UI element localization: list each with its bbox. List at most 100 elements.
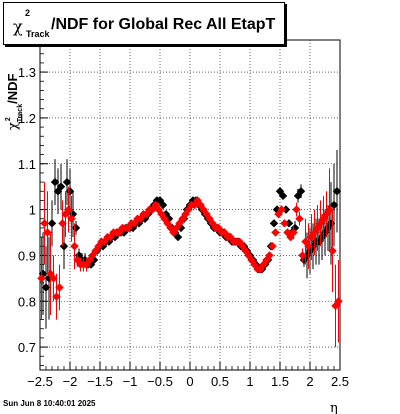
x-tick-label: −2: [63, 374, 78, 389]
data-point-black: [281, 205, 291, 214]
data-point-red: [70, 242, 79, 251]
data-point-black: [53, 187, 63, 196]
data-point-black: [326, 219, 336, 228]
data-point-black: [308, 242, 318, 251]
data-point-red: [52, 292, 61, 301]
data-point-red: [205, 214, 214, 223]
x-tick-label: 2.5: [331, 374, 349, 389]
data-point-black: [278, 191, 288, 201]
y-tick-label: 1.3: [18, 65, 36, 80]
data-point-red: [241, 246, 250, 256]
x-tick-label: 1.5: [271, 374, 289, 389]
data-point-red: [265, 251, 274, 260]
data-point-red: [196, 200, 205, 210]
data-point-black: [284, 219, 294, 228]
data-point-red: [199, 205, 208, 214]
data-point-black: [89, 255, 99, 265]
y-tick-label: 1: [29, 203, 36, 218]
title-text: /NDF for Global Rec All EtapT: [51, 16, 276, 33]
data-point-red: [64, 205, 73, 214]
x-tick-label: 1: [246, 374, 253, 389]
data-point-black: [332, 187, 342, 196]
axes: −2.5 −2 −1.5 −1 −0.5 0 0.5 1 1.5 2 2.5 0.7 0.8 0.9 1 1.…: [18, 44, 349, 389]
y-tick-label: 0.8: [18, 294, 36, 309]
y-tick-label: 0.9: [18, 248, 36, 263]
data-point-red: [49, 274, 58, 283]
x-tick-label: −2.5: [27, 374, 53, 389]
data-point-black: [269, 219, 279, 228]
data-point-red: [151, 200, 160, 210]
data-point-black: [173, 232, 183, 242]
data-point-black: [65, 187, 75, 196]
data-point-red: [37, 274, 46, 283]
data-point-red: [328, 246, 337, 256]
title-superscript: 2: [25, 8, 31, 18]
data-point-red: [208, 219, 217, 228]
data-point-red: [325, 205, 334, 214]
y-axis-label: χ2 Track/NDF: [5, 74, 24, 130]
data-point-black: [164, 214, 174, 223]
y-tick-label: 0.7: [18, 340, 36, 355]
data-point-red: [40, 219, 49, 228]
data-point-red: [280, 219, 289, 228]
data-point-black: [329, 200, 339, 210]
chart-title: χ 2 Track /NDF for Global Rec All EtapT: [3, 2, 285, 45]
data-point-black: [128, 223, 138, 233]
data-point-red: [55, 283, 64, 292]
title-subscript: Track: [26, 29, 50, 39]
data-point-red: [43, 228, 52, 237]
data-point-red: [58, 219, 67, 228]
data-point-red: [94, 242, 103, 251]
data-point-black: [119, 228, 129, 237]
data-point-red: [220, 228, 229, 237]
data-point-black: [62, 177, 72, 187]
data-point-red: [136, 214, 145, 223]
data-point-black: [140, 214, 150, 223]
data-point-red: [310, 228, 319, 237]
data-point-red: [292, 205, 301, 214]
data-point-black: [59, 242, 69, 251]
data-point-black: [50, 177, 60, 187]
timestamp: Sun Jun 8 10:40:01 2025: [3, 399, 96, 408]
data-point-red: [271, 228, 280, 237]
data-point-black: [98, 242, 108, 251]
data-point-red: [169, 228, 178, 237]
y-tick-label: 1.1: [18, 157, 36, 172]
data-point-black: [320, 228, 330, 237]
x-tick-label: −1: [123, 374, 138, 389]
data-point-black: [299, 255, 309, 265]
data-point-black: [158, 200, 168, 210]
data-point-red: [277, 205, 286, 214]
x-tick-label: −0.5: [147, 374, 173, 389]
data-point-black: [71, 223, 81, 233]
data-point-red: [319, 214, 328, 223]
data-point-red: [304, 242, 313, 251]
x-tick-label: −1.5: [87, 374, 113, 389]
data-point-red: [298, 251, 307, 260]
data-point-red: [172, 223, 181, 233]
x-axis-label: η: [330, 401, 338, 414]
data-point-red: [160, 214, 169, 223]
data-point-red: [334, 297, 343, 306]
data-point-red: [238, 242, 247, 251]
data-point-black: [56, 182, 66, 191]
data-point-red: [163, 219, 172, 228]
data-point-red: [226, 232, 235, 242]
data-point-red: [142, 209, 151, 219]
data-point-red: [295, 214, 304, 223]
data-point-red: [154, 205, 163, 214]
data-point-black: [41, 283, 51, 292]
y-tick-label: 1.2: [18, 111, 36, 126]
data-point-red: [115, 228, 124, 237]
data-point-red: [85, 255, 94, 265]
data-point-black: [47, 219, 57, 228]
data-point-black: [296, 187, 306, 196]
data-point-black: [176, 223, 186, 233]
data-point-black: [275, 187, 285, 196]
data-point-red: [178, 214, 187, 223]
data-point-red: [247, 255, 256, 265]
data-marks: [37, 150, 343, 348]
x-tick-label: 0: [186, 374, 193, 389]
